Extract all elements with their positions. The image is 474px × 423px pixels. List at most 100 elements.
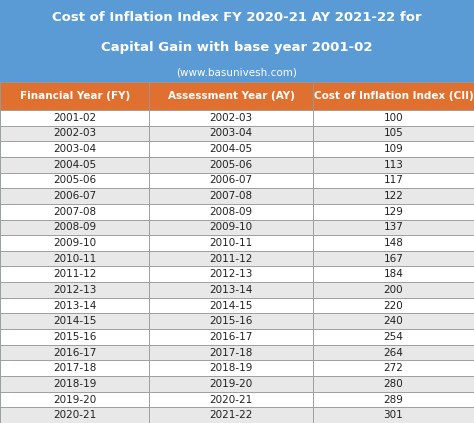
Text: 2004-05: 2004-05 [53, 160, 96, 170]
Text: 184: 184 [383, 269, 403, 279]
Bar [0, 392, 149, 407]
Text: 2011-12: 2011-12 [53, 269, 96, 279]
Bar [149, 376, 313, 392]
Text: 2008-09: 2008-09 [210, 207, 253, 217]
Text: 2018-19: 2018-19 [53, 379, 96, 389]
Bar [313, 204, 474, 220]
Bar [0, 235, 149, 251]
Text: 2003-04: 2003-04 [210, 129, 253, 138]
Bar [0, 82, 149, 110]
Bar [149, 173, 313, 188]
Text: 2006-07: 2006-07 [53, 191, 96, 201]
Text: 148: 148 [383, 238, 403, 248]
Text: Cost of Inflation Index FY 2020-21 AY 2021-22 for: Cost of Inflation Index FY 2020-21 AY 20… [52, 11, 422, 24]
Text: 100: 100 [383, 113, 403, 123]
Bar [0, 220, 149, 235]
Bar [313, 173, 474, 188]
Bar [0, 251, 149, 266]
Text: 2005-06: 2005-06 [53, 176, 96, 185]
Text: 129: 129 [383, 207, 403, 217]
Text: 2015-16: 2015-16 [210, 316, 253, 326]
Text: 2004-05: 2004-05 [210, 144, 253, 154]
Bar [0, 204, 149, 220]
Bar [0, 157, 149, 173]
Bar [313, 266, 474, 282]
Bar [313, 110, 474, 126]
Text: 2016-17: 2016-17 [210, 332, 253, 342]
Bar [0, 376, 149, 392]
Text: 137: 137 [383, 222, 403, 232]
Bar [149, 141, 313, 157]
Bar [313, 235, 474, 251]
Bar [0, 329, 149, 345]
Text: 280: 280 [383, 379, 403, 389]
Bar [313, 392, 474, 407]
Text: 2003-04: 2003-04 [53, 144, 96, 154]
Bar [313, 141, 474, 157]
Bar [313, 126, 474, 141]
Bar [149, 188, 313, 204]
Text: 2009-10: 2009-10 [210, 222, 253, 232]
Text: 2021-22: 2021-22 [210, 410, 253, 420]
Text: 220: 220 [383, 301, 403, 310]
Text: 2001-02: 2001-02 [53, 113, 96, 123]
Text: 2020-21: 2020-21 [210, 395, 253, 404]
Bar [149, 266, 313, 282]
Text: 240: 240 [383, 316, 403, 326]
Text: 2019-20: 2019-20 [53, 395, 96, 404]
Bar [149, 329, 313, 345]
Bar [149, 157, 313, 173]
Text: 272: 272 [383, 363, 403, 373]
Bar [0, 282, 149, 298]
Text: 109: 109 [383, 144, 403, 154]
Text: Cost of Inflation Index (CII): Cost of Inflation Index (CII) [313, 91, 474, 101]
Bar [313, 220, 474, 235]
Text: 113: 113 [383, 160, 403, 170]
Text: Capital Gain with base year 2001-02: Capital Gain with base year 2001-02 [101, 41, 373, 54]
Bar [149, 392, 313, 407]
Text: 2013-14: 2013-14 [53, 301, 96, 310]
Text: 2015-16: 2015-16 [53, 332, 96, 342]
Text: 200: 200 [383, 285, 403, 295]
Text: 2013-14: 2013-14 [210, 285, 253, 295]
Bar [0, 188, 149, 204]
Bar [0, 407, 149, 423]
Text: 2012-13: 2012-13 [53, 285, 96, 295]
Bar [0, 266, 149, 282]
Bar [0, 345, 149, 360]
Text: 2005-06: 2005-06 [210, 160, 253, 170]
Text: 122: 122 [383, 191, 403, 201]
Bar [0, 0, 474, 82]
Text: 264: 264 [383, 348, 403, 357]
Bar [313, 360, 474, 376]
Bar [149, 360, 313, 376]
Bar [149, 220, 313, 235]
Bar [149, 110, 313, 126]
Text: 2014-15: 2014-15 [210, 301, 253, 310]
Text: 2017-18: 2017-18 [53, 363, 96, 373]
Text: 2010-11: 2010-11 [210, 238, 253, 248]
Text: 2014-15: 2014-15 [53, 316, 96, 326]
Bar [0, 298, 149, 313]
Text: 2020-21: 2020-21 [53, 410, 96, 420]
Bar [313, 282, 474, 298]
Text: 2002-03: 2002-03 [210, 113, 253, 123]
Bar [149, 126, 313, 141]
Text: 301: 301 [383, 410, 403, 420]
Text: 2010-11: 2010-11 [53, 254, 96, 264]
Bar [149, 204, 313, 220]
Text: Financial Year (FY): Financial Year (FY) [19, 91, 130, 101]
Text: 2012-13: 2012-13 [210, 269, 253, 279]
Text: 254: 254 [383, 332, 403, 342]
Bar [313, 329, 474, 345]
Bar [313, 251, 474, 266]
Text: 2008-09: 2008-09 [53, 222, 96, 232]
Bar [0, 173, 149, 188]
Bar [149, 251, 313, 266]
Bar [0, 126, 149, 141]
Text: 2002-03: 2002-03 [53, 129, 96, 138]
Bar [0, 360, 149, 376]
Text: 2017-18: 2017-18 [210, 348, 253, 357]
Text: Assessment Year (AY): Assessment Year (AY) [168, 91, 294, 101]
Bar [0, 313, 149, 329]
